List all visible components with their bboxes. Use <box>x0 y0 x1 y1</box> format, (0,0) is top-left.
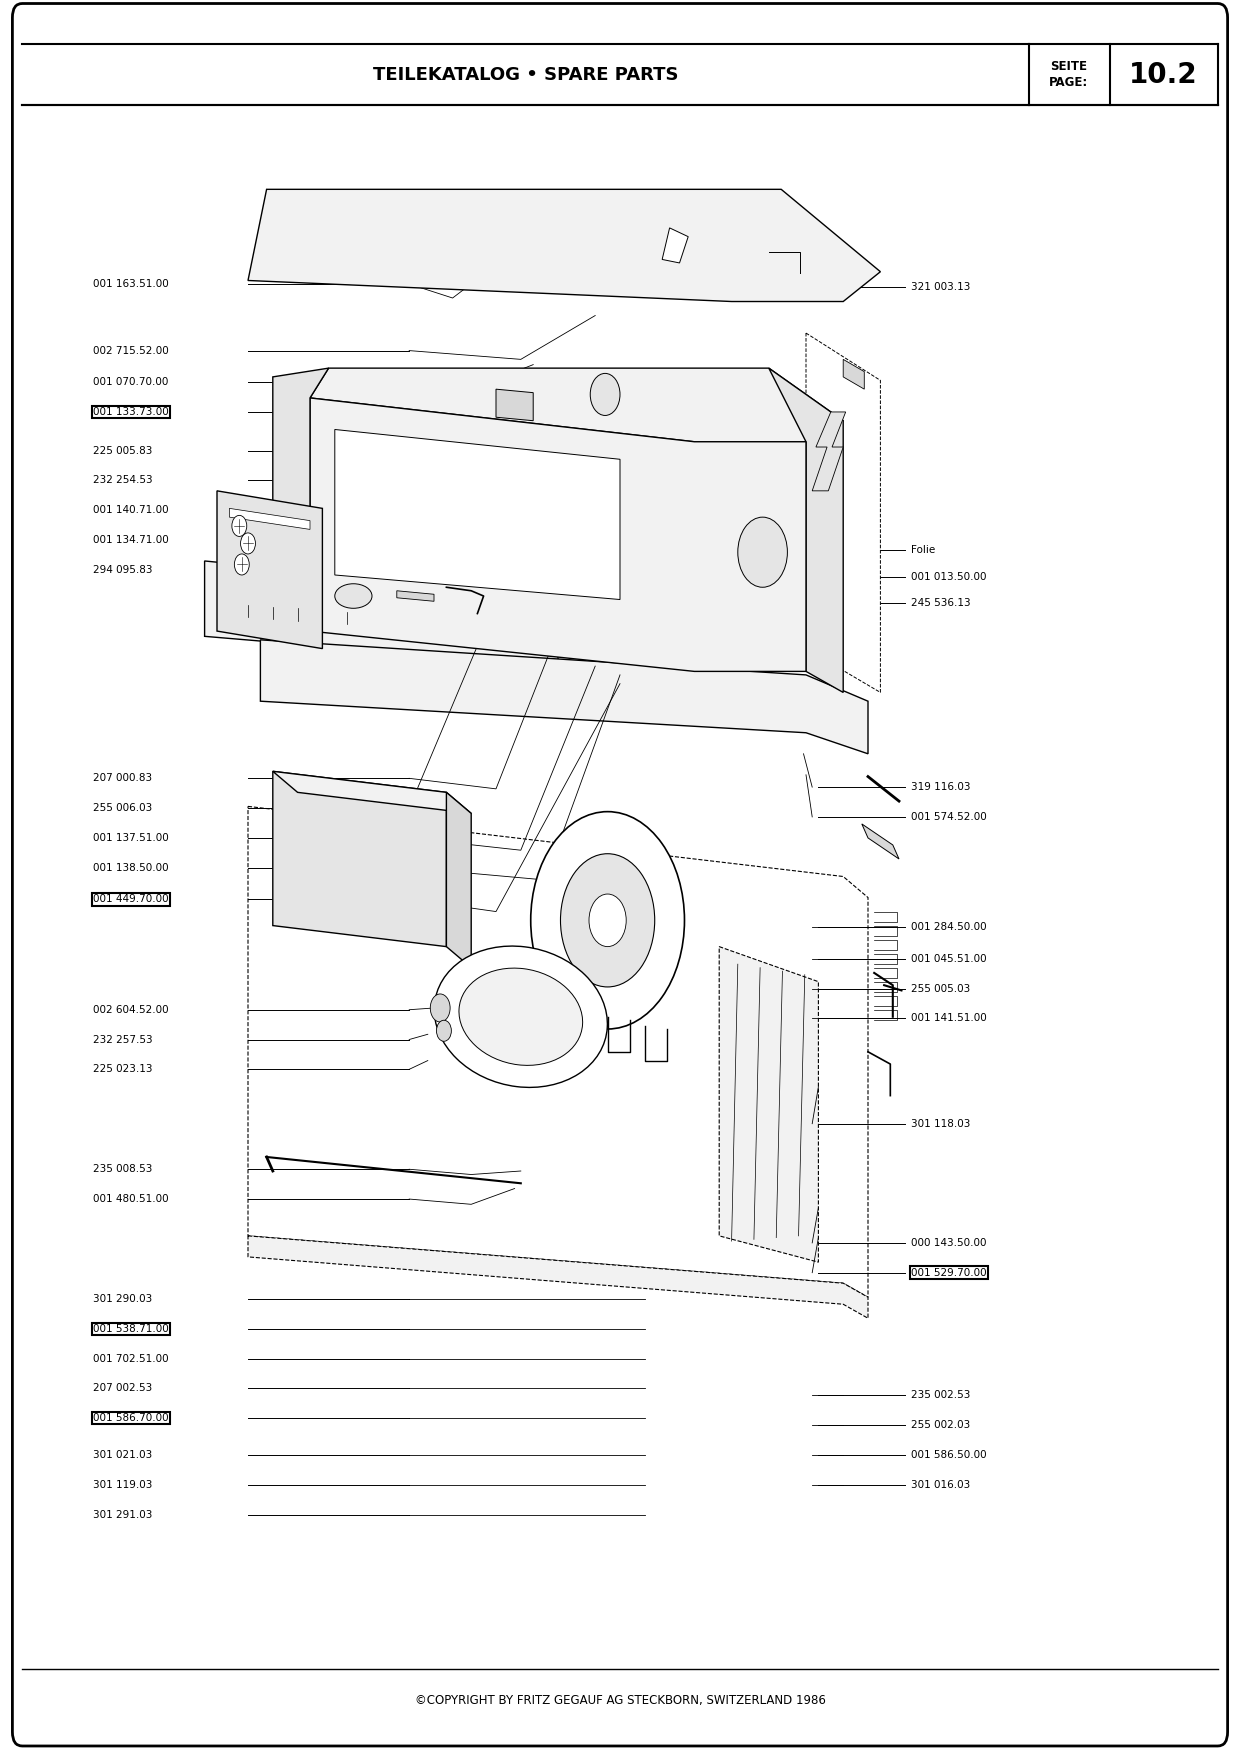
Text: 225 023.13: 225 023.13 <box>93 1064 153 1075</box>
Text: Folie: Folie <box>911 545 936 556</box>
Text: 001 586.70.00: 001 586.70.00 <box>93 1413 169 1423</box>
Polygon shape <box>310 398 806 671</box>
Polygon shape <box>446 792 471 968</box>
Polygon shape <box>496 389 533 421</box>
Text: 245 536.13: 245 536.13 <box>911 598 971 608</box>
Text: 002 604.52.00: 002 604.52.00 <box>93 1004 169 1015</box>
Polygon shape <box>662 228 688 263</box>
Circle shape <box>531 812 684 1029</box>
Text: 001 070.70.00: 001 070.70.00 <box>93 377 169 387</box>
Text: 301 021.03: 301 021.03 <box>93 1450 153 1460</box>
Text: 301 119.03: 301 119.03 <box>93 1480 153 1490</box>
Text: 255 006.03: 255 006.03 <box>93 803 153 813</box>
Text: 207 002.53: 207 002.53 <box>93 1383 153 1394</box>
Text: 001 045.51.00: 001 045.51.00 <box>911 954 987 964</box>
Polygon shape <box>806 333 880 692</box>
Text: 001 134.71.00: 001 134.71.00 <box>93 535 169 545</box>
Text: 001 449.70.00: 001 449.70.00 <box>93 894 169 905</box>
Text: 001 141.51.00: 001 141.51.00 <box>911 1013 987 1024</box>
Text: 232 257.53: 232 257.53 <box>93 1034 153 1045</box>
Text: 232 254.53: 232 254.53 <box>93 475 153 486</box>
Circle shape <box>430 994 450 1022</box>
Text: 001 133.73.00: 001 133.73.00 <box>93 407 169 417</box>
Polygon shape <box>812 412 846 491</box>
Text: 294 095.83: 294 095.83 <box>93 564 153 575</box>
Text: 207 000.83: 207 000.83 <box>93 773 153 784</box>
Circle shape <box>589 894 626 947</box>
Circle shape <box>232 515 247 536</box>
Polygon shape <box>273 771 471 813</box>
Polygon shape <box>273 771 446 947</box>
Circle shape <box>590 373 620 415</box>
Text: 255 002.03: 255 002.03 <box>911 1420 971 1430</box>
Text: 000 143.50.00: 000 143.50.00 <box>911 1238 987 1248</box>
Text: 301 290.03: 301 290.03 <box>93 1294 153 1304</box>
Ellipse shape <box>335 584 372 608</box>
Ellipse shape <box>434 947 608 1087</box>
Text: 235 008.53: 235 008.53 <box>93 1164 153 1175</box>
Text: TEILEKATALOG • SPARE PARTS: TEILEKATALOG • SPARE PARTS <box>373 65 678 84</box>
Polygon shape <box>205 561 558 666</box>
Text: 301 291.03: 301 291.03 <box>93 1509 153 1520</box>
Polygon shape <box>310 368 843 442</box>
Text: 001 529.70.00: 001 529.70.00 <box>911 1267 987 1278</box>
Text: 001 480.51.00: 001 480.51.00 <box>93 1194 169 1204</box>
Polygon shape <box>335 429 620 600</box>
Text: 10.2: 10.2 <box>1128 61 1198 88</box>
Circle shape <box>560 854 655 987</box>
Text: 001 284.50.00: 001 284.50.00 <box>911 922 987 933</box>
Polygon shape <box>397 591 434 601</box>
Polygon shape <box>248 806 868 1297</box>
Polygon shape <box>862 824 899 859</box>
Text: SEITE
PAGE:: SEITE PAGE: <box>1049 60 1089 89</box>
Text: 319 116.03: 319 116.03 <box>911 782 971 792</box>
Text: 225 005.83: 225 005.83 <box>93 445 153 456</box>
Polygon shape <box>273 368 329 631</box>
Ellipse shape <box>459 968 583 1066</box>
Polygon shape <box>248 189 880 302</box>
Polygon shape <box>260 640 868 754</box>
Text: 301 016.03: 301 016.03 <box>911 1480 971 1490</box>
Text: ©COPYRIGHT BY FRITZ GEGAUF AG STECKBORN, SWITZERLAND 1986: ©COPYRIGHT BY FRITZ GEGAUF AG STECKBORN,… <box>414 1693 826 1707</box>
Circle shape <box>738 517 787 587</box>
Text: 301 118.03: 301 118.03 <box>911 1118 971 1129</box>
Text: 001 140.71.00: 001 140.71.00 <box>93 505 169 515</box>
Text: 321 003.13: 321 003.13 <box>911 282 971 293</box>
Circle shape <box>234 554 249 575</box>
Text: 255 005.03: 255 005.03 <box>911 983 971 994</box>
FancyBboxPatch shape <box>12 4 1228 1746</box>
Text: 001 163.51.00: 001 163.51.00 <box>93 279 169 289</box>
Polygon shape <box>769 368 843 692</box>
Text: 001 013.50.00: 001 013.50.00 <box>911 571 987 582</box>
Text: 001 702.51.00: 001 702.51.00 <box>93 1353 169 1364</box>
Text: 001 574.52.00: 001 574.52.00 <box>911 812 987 822</box>
Text: 001 586.50.00: 001 586.50.00 <box>911 1450 987 1460</box>
Polygon shape <box>229 508 310 529</box>
Circle shape <box>436 1020 451 1041</box>
Polygon shape <box>843 359 864 389</box>
Polygon shape <box>217 491 322 649</box>
Text: 001 538.71.00: 001 538.71.00 <box>93 1324 169 1334</box>
Circle shape <box>241 533 255 554</box>
Polygon shape <box>248 1236 868 1318</box>
Text: 002 715.52.00: 002 715.52.00 <box>93 345 169 356</box>
Polygon shape <box>719 947 818 1262</box>
Text: 235 002.53: 235 002.53 <box>911 1390 971 1401</box>
Text: 001 138.50.00: 001 138.50.00 <box>93 862 169 873</box>
Text: 001 137.51.00: 001 137.51.00 <box>93 833 169 843</box>
